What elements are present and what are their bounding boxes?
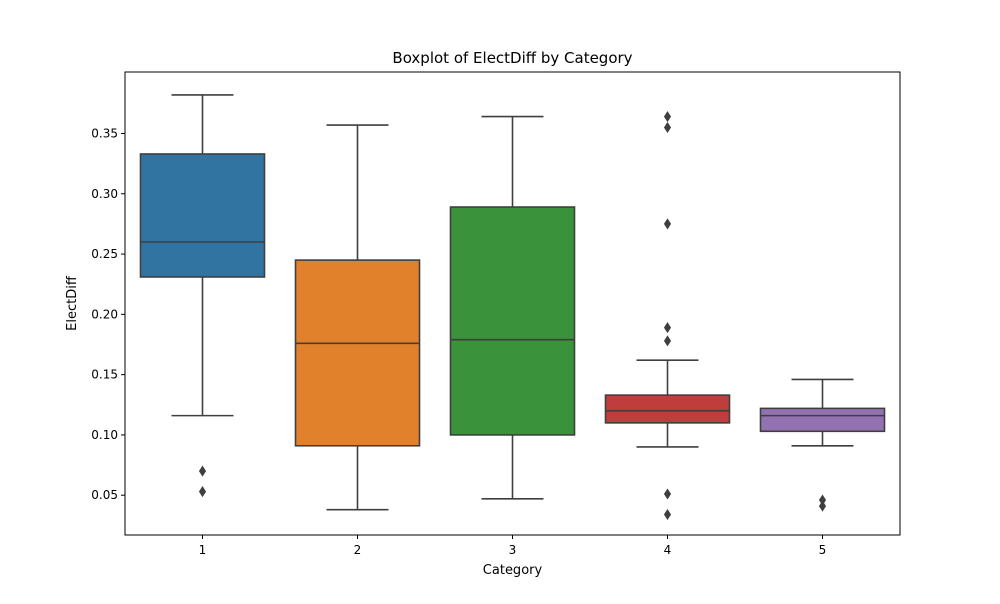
iqr-box [449, 206, 576, 436]
y-tick-label: 0.10 [91, 428, 118, 442]
y-tick-label: 0.35 [91, 126, 118, 140]
y-axis: 0.05 0.10 0.15 0.20 0.25 0.30 0.35 [91, 126, 125, 502]
y-tick-label: 0.15 [91, 368, 118, 382]
x-axis-label: Category [483, 563, 543, 578]
x-tick-label: 3 [509, 543, 517, 557]
box-category-2 [294, 124, 421, 511]
y-tick-label: 0.30 [91, 187, 118, 201]
iqr-box [759, 407, 886, 433]
outlier-point [663, 121, 672, 134]
y-tick-label: 0.05 [91, 488, 118, 502]
box-category-5 [759, 378, 886, 512]
plot-layer [139, 94, 886, 521]
outlier-point [663, 322, 672, 334]
x-tick-label: 5 [819, 543, 827, 557]
chart-title: Boxplot of ElectDiff by Category [392, 49, 632, 67]
iqr-box [604, 394, 731, 424]
outlier-point [663, 335, 672, 347]
outlier-point [198, 465, 207, 477]
plot-frame [124, 71, 901, 536]
outlier-point [663, 218, 672, 230]
x-axis: 1 2 3 4 5 [199, 535, 827, 557]
x-tick-label: 4 [664, 543, 672, 557]
x-tick-label: 2 [354, 543, 362, 557]
outlier-point [198, 486, 207, 498]
box-category-4 [604, 111, 731, 521]
box-category-3 [449, 115, 576, 500]
outlier-point [818, 500, 827, 512]
outlier-point [663, 508, 672, 521]
y-axis-label: ElectDiff [65, 275, 80, 331]
x-tick-label: 1 [199, 543, 207, 557]
iqr-box [294, 259, 421, 447]
y-tick-label: 0.25 [91, 247, 118, 261]
y-tick-label: 0.20 [91, 307, 118, 321]
box-category-1 [139, 94, 266, 498]
outlier-point [663, 488, 672, 500]
iqr-box [139, 153, 266, 278]
outlier-point [663, 111, 672, 123]
